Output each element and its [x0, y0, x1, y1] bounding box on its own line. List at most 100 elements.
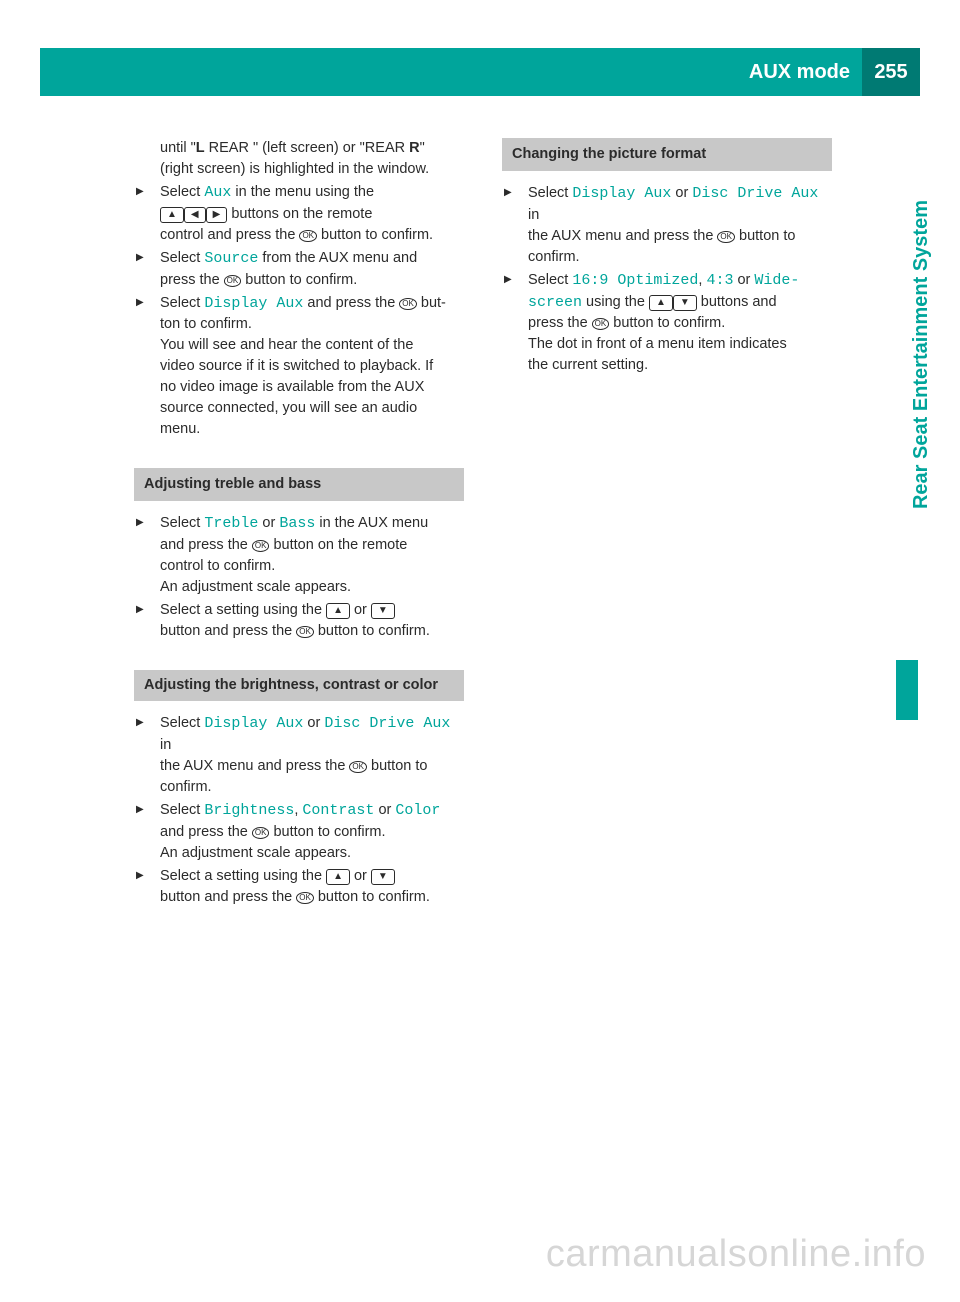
side-tab-label: Rear Seat Entertainment System [910, 200, 933, 509]
text: or [350, 602, 371, 618]
up-arrow-icon: ▲ [326, 603, 350, 619]
step-select-source: Select Source from the AUX menu and pres… [134, 248, 464, 291]
text: button to confirm. [317, 227, 433, 243]
up-arrow-icon: ▲ [160, 207, 184, 223]
step-pf-select-format: Select 16:9 Optimized, 4:3 or Wide- scre… [502, 270, 832, 377]
text: or [258, 515, 279, 531]
text: confirm. [528, 249, 580, 265]
text: control to confirm. [160, 558, 275, 574]
ok-icon: OK [252, 827, 270, 839]
watermark-text: carmanualsonline.info [546, 1233, 926, 1276]
text: and press the [160, 537, 252, 553]
text: press the [160, 272, 224, 288]
side-tab-block [896, 660, 918, 720]
text: from the AUX menu and [258, 250, 417, 266]
text: button to confirm. [314, 889, 430, 905]
ok-icon: OK [717, 231, 735, 243]
ok-icon: OK [252, 540, 270, 552]
intro-block: until "L REAR " (left screen) or "REAR R… [134, 138, 464, 180]
step-pf-select-menu: Select Display Aux or Disc Drive Aux in … [502, 183, 832, 268]
text: the AUX menu and press the [160, 758, 349, 774]
text: You will see and hear the content of the [160, 337, 413, 353]
text: video source if it is switched to playba… [160, 358, 433, 374]
text: buttons on the remote [227, 206, 372, 222]
text: and press the [160, 824, 252, 840]
text: (right screen) is highlighted in the win… [160, 161, 429, 177]
heading-brightness: Adjusting the brightness, contrast or co… [134, 670, 464, 701]
text-bold: R [409, 140, 419, 156]
text: in [160, 737, 171, 753]
down-arrow-icon: ▼ [673, 295, 697, 311]
text: or [733, 272, 754, 288]
text: but- [417, 295, 446, 311]
page-header: AUX mode 255 [40, 48, 920, 96]
step-bcc-select-menu: Select Display Aux or Disc Drive Aux in … [134, 713, 464, 798]
text: Select [160, 802, 204, 818]
text: Select [528, 272, 572, 288]
right-arrow-icon: ▶ [206, 207, 228, 223]
cmd-contrast: Contrast [302, 802, 374, 819]
text: Select a setting using the [160, 602, 326, 618]
text: Select [528, 185, 572, 201]
side-tab: Rear Seat Entertainment System [870, 200, 918, 720]
content-area: until "L REAR " (left screen) or "REAR R… [134, 138, 834, 910]
up-arrow-icon: ▲ [649, 295, 673, 311]
cmd-brightness: Brightness [204, 802, 294, 819]
text: or [671, 185, 692, 201]
text: and press the [303, 295, 399, 311]
ok-icon: OK [592, 318, 610, 330]
text: Select [160, 295, 204, 311]
text: or [374, 802, 395, 818]
text-bold: L [196, 140, 205, 156]
text: source connected, you will see an audio [160, 400, 417, 416]
down-arrow-icon: ▼ [371, 603, 395, 619]
text: The dot in front of a menu item indicate… [528, 336, 787, 352]
text: press the [528, 315, 592, 331]
text: button to confirm. [269, 824, 385, 840]
text: menu. [160, 421, 200, 437]
text: ton to confirm. [160, 316, 252, 332]
text: An adjustment scale appears. [160, 845, 351, 861]
cmd-wide-b: screen [528, 294, 582, 311]
cmd-169: 16:9 Optimized [572, 272, 698, 289]
cmd-disc-drive-aux: Disc Drive Aux [324, 715, 450, 732]
ok-icon: OK [299, 230, 317, 242]
text: or [350, 868, 371, 884]
text: Select [160, 184, 204, 200]
ok-icon: OK [224, 275, 242, 287]
text: confirm. [160, 779, 212, 795]
text: button to [735, 228, 795, 244]
header-title: AUX mode [749, 61, 862, 84]
text: button to confirm. [609, 315, 725, 331]
text: " [420, 140, 425, 156]
text: button to [367, 758, 427, 774]
cmd-treble: Treble [204, 515, 258, 532]
cmd-wide: Wide- [754, 272, 799, 289]
text: the AUX menu and press the [528, 228, 717, 244]
ok-icon: OK [296, 626, 314, 638]
watermark-gradient [0, 962, 960, 1302]
text: Select [160, 515, 204, 531]
text: Select [160, 715, 204, 731]
left-arrow-icon: ◀ [184, 207, 206, 223]
cmd-display-aux: Display Aux [204, 715, 303, 732]
ok-icon: OK [399, 298, 417, 310]
down-arrow-icon: ▼ [371, 869, 395, 885]
text: the current setting. [528, 357, 648, 373]
up-arrow-icon: ▲ [326, 869, 350, 885]
left-column: until "L REAR " (left screen) or "REAR R… [134, 138, 464, 910]
right-column: Changing the picture format Select Displ… [502, 138, 832, 910]
text: until " [160, 140, 196, 156]
step-treble-bass: Select Treble or Bass in the AUX menu an… [134, 513, 464, 598]
text: in the AUX menu [315, 515, 428, 531]
step-treble-bass-adjust: Select a setting using the ▲ or ▼ button… [134, 600, 464, 642]
text: control and press the [160, 227, 299, 243]
text: Select [160, 250, 204, 266]
cmd-disc-drive-aux: Disc Drive Aux [692, 185, 818, 202]
text: buttons and [697, 294, 777, 310]
step-select-display-aux: Select Display Aux and press the OK but-… [134, 293, 464, 441]
cmd-color: Color [395, 802, 440, 819]
step-bcc-adjust: Select a setting using the ▲ or ▼ button… [134, 866, 464, 908]
cmd-source: Source [204, 250, 258, 267]
text: button to confirm. [314, 623, 430, 639]
